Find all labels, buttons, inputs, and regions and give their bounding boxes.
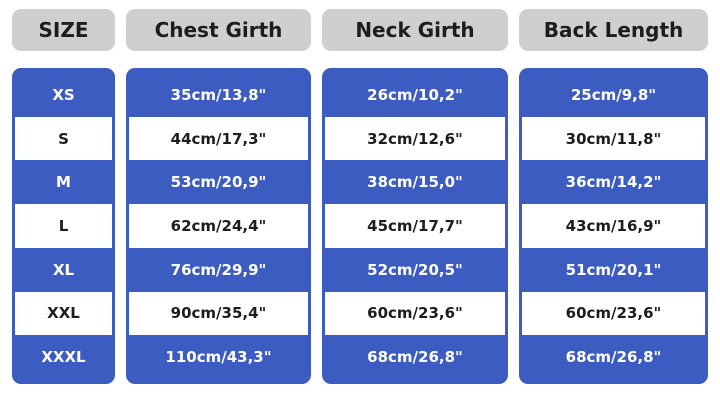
table-cell: XXL [15, 291, 112, 336]
table-cell: 32cm/12,6" [325, 116, 505, 161]
column-header: SIZE [12, 9, 115, 51]
table-cell: 76cm/29,9" [170, 260, 267, 279]
table-cell: XS [52, 85, 75, 104]
table-cell: 53cm/20,9" [170, 173, 267, 192]
table-cell: 68cm/26,8" [565, 348, 662, 367]
table-cell: 51cm/20,1" [565, 260, 662, 279]
table-cell: S [15, 116, 112, 161]
table-cell: 60cm/23,6" [522, 291, 705, 336]
table-cell: 62cm/24,4" [129, 204, 308, 248]
table-cell: L [15, 204, 112, 248]
column-header: Chest Girth [126, 9, 311, 51]
column-header: Back Length [519, 9, 708, 51]
column-header: Neck Girth [322, 9, 508, 51]
column-body: 26cm/10,2" 32cm/12,6" 38cm/15,0" 45cm/17,7"… [322, 68, 508, 384]
column-body: 35cm/13,8" 44cm/17,3" 53cm/20,9" 62cm/24,4"… [126, 68, 311, 384]
table-cell: 26cm/10,2" [367, 85, 463, 104]
table-cell: 60cm/23,6" [325, 291, 505, 336]
table-cell: M [56, 173, 71, 192]
table-cell: 45cm/17,7" [325, 204, 505, 248]
table-cell: 110cm/43,3" [165, 348, 272, 367]
table-cell: 43cm/16,9" [522, 204, 705, 248]
table-cell: 38cm/15,0" [367, 173, 463, 192]
table-cell: 90cm/35,4" [129, 291, 308, 336]
table-cell: 36cm/14,2" [565, 173, 662, 192]
table-cell: XL [52, 260, 75, 279]
column-body: XS S M L XL XXL XXXL [12, 68, 115, 384]
table-cell: XXXL [41, 348, 86, 367]
table-cell: 25cm/9,8" [570, 85, 657, 104]
table-cell: 52cm/20,5" [367, 260, 463, 279]
table-cell: 44cm/17,3" [129, 116, 308, 161]
column-body: 25cm/9,8" 30cm/11,8" 36cm/14,2" 43cm/16,9" 5… [519, 68, 708, 384]
table-cell: 68cm/26,8" [367, 348, 463, 367]
table-cell: 30cm/11,8" [522, 116, 705, 161]
table-cell: 35cm/13,8" [170, 85, 267, 104]
